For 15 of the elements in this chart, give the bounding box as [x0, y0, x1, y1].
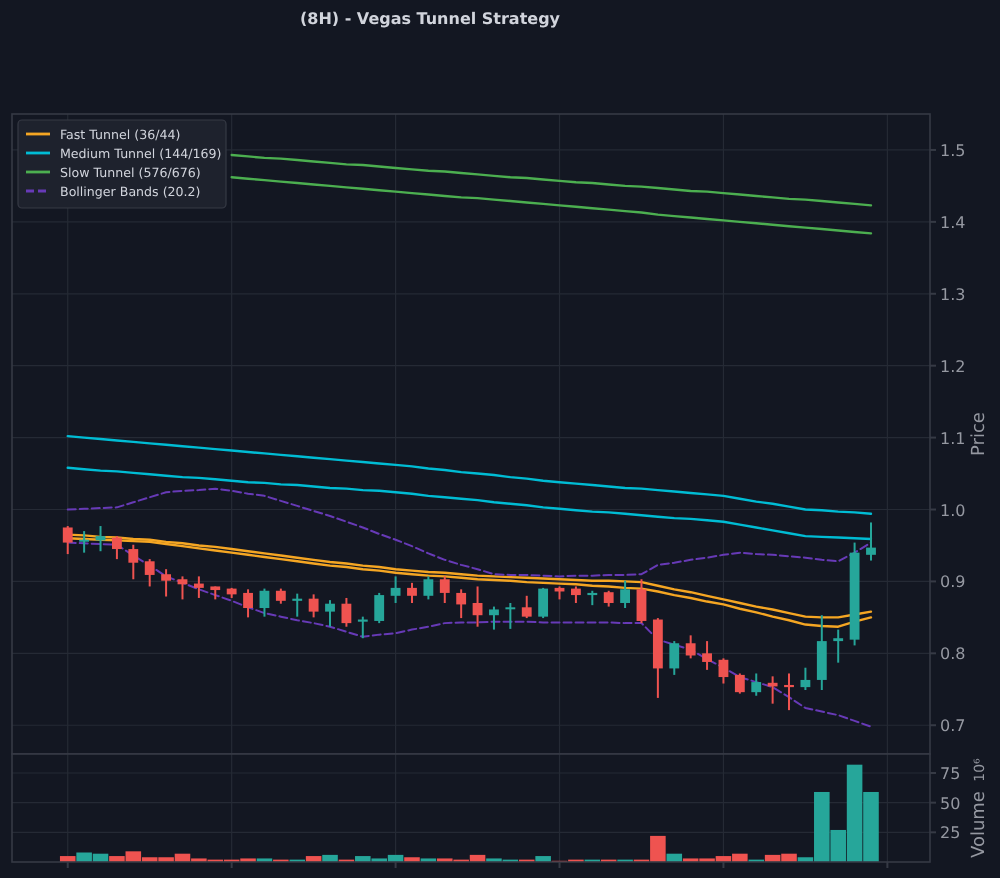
- y-tick-label: 50: [940, 794, 961, 813]
- y-tick-label: 0.7: [940, 717, 966, 736]
- y-tick-label: 25: [940, 824, 961, 843]
- y-tick-label: 0.9: [940, 573, 966, 592]
- y-axis-title: Price: [970, 411, 990, 456]
- chart-title: (8H) - Vegas Tunnel Strategy: [299, 10, 562, 28]
- y-tick-label: 1.4: [940, 213, 966, 232]
- y-tick-label: 75: [940, 764, 961, 783]
- y-tick-label: 1.3: [940, 285, 966, 304]
- y-axis-title: Volume: [970, 790, 990, 858]
- y-tick-label: 0.8: [940, 645, 966, 664]
- y-tick-label: 1.2: [940, 357, 966, 376]
- y-tick-label: 1.1: [940, 429, 966, 448]
- y-tick-label: 1.5: [940, 141, 966, 160]
- y-tick-label: 1.0: [940, 501, 966, 520]
